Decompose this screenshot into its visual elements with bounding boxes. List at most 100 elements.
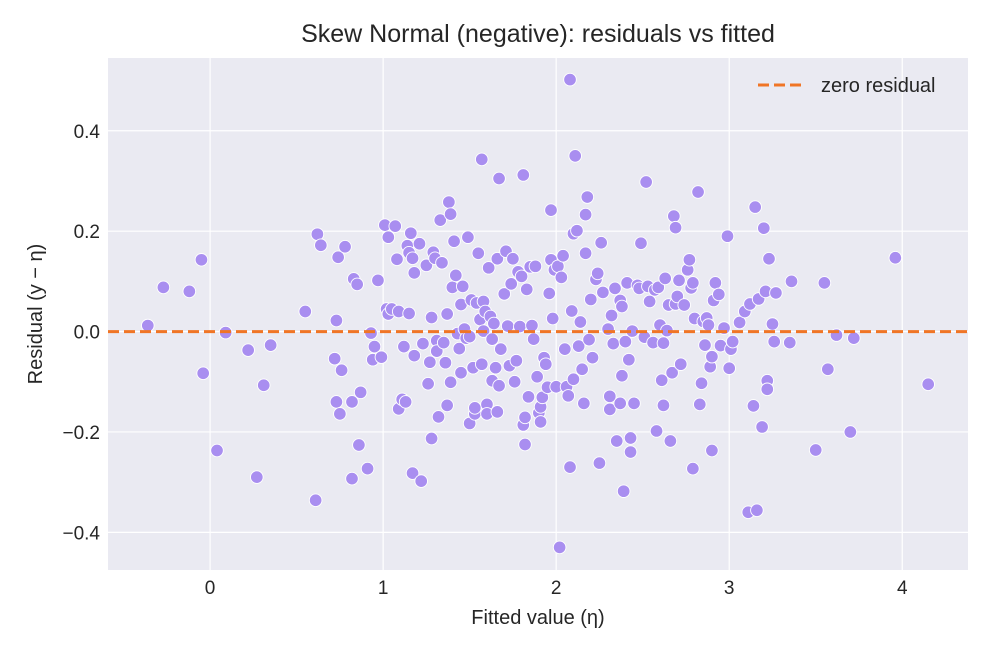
data-point — [364, 326, 378, 340]
data-point — [561, 389, 576, 403]
data-point — [440, 307, 454, 321]
data-point — [725, 334, 740, 349]
data-point — [668, 220, 683, 235]
data-point — [334, 363, 349, 377]
x-axis-label: Fitted value (η) — [471, 607, 604, 629]
data-point — [263, 338, 278, 352]
data-point — [748, 200, 762, 214]
data-point — [492, 171, 506, 186]
data-point — [374, 350, 389, 364]
data-point — [921, 377, 935, 392]
data-point — [571, 339, 586, 353]
data-point — [454, 365, 468, 380]
data-point — [345, 471, 359, 486]
data-point — [194, 253, 209, 267]
data-point — [757, 221, 771, 235]
data-point — [402, 306, 416, 321]
data-point — [405, 466, 420, 480]
data-point — [608, 281, 622, 296]
data-point — [762, 252, 776, 266]
data-point — [698, 338, 712, 352]
data-point — [573, 315, 588, 329]
data-point — [623, 445, 638, 459]
data-point — [475, 357, 489, 371]
data-point — [604, 308, 619, 323]
data-point — [455, 279, 470, 294]
data-point — [616, 484, 631, 498]
data-point — [509, 353, 524, 368]
data-point — [314, 238, 328, 252]
data-point — [755, 420, 769, 434]
data-point — [720, 229, 735, 243]
data-point — [156, 280, 171, 295]
data-point — [449, 268, 463, 283]
data-point — [520, 282, 534, 297]
data-point — [564, 304, 579, 318]
data-point — [241, 343, 255, 357]
data-point — [596, 285, 610, 300]
data-points — [141, 72, 935, 555]
data-point — [584, 292, 598, 307]
data-point — [298, 304, 313, 319]
data-point — [407, 266, 422, 280]
data-point — [783, 335, 797, 350]
grid-lines — [108, 58, 968, 570]
data-point — [442, 195, 456, 209]
data-point — [601, 322, 615, 336]
data-point — [333, 407, 347, 421]
data-point — [750, 503, 764, 518]
data-point — [424, 310, 439, 325]
data-point — [390, 252, 404, 267]
data-point — [558, 342, 572, 356]
y-axis-ticks: −0.4 −0.2 0.0 0.2 0.4 — [62, 122, 100, 545]
data-point — [566, 372, 581, 387]
data-point — [331, 250, 345, 265]
x-tick-label: 0 — [205, 578, 216, 599]
data-point — [443, 207, 458, 221]
data-point — [433, 213, 447, 227]
data-point — [350, 277, 364, 292]
data-point — [488, 360, 503, 375]
data-point — [746, 399, 761, 413]
data-point — [404, 226, 418, 240]
data-point — [308, 493, 323, 507]
data-point — [506, 252, 520, 266]
data-point — [765, 317, 780, 331]
data-point — [578, 246, 593, 261]
data-point — [461, 230, 475, 244]
data-point — [475, 152, 489, 167]
data-point — [570, 223, 584, 238]
data-point — [405, 251, 420, 266]
data-point — [407, 348, 422, 363]
data-point — [888, 251, 903, 265]
data-point — [507, 375, 522, 389]
data-point — [760, 382, 775, 397]
data-point — [487, 316, 501, 331]
data-point — [256, 378, 271, 393]
data-point — [327, 351, 342, 366]
data-point — [338, 239, 352, 254]
data-point — [672, 273, 686, 288]
data-point — [435, 256, 449, 270]
data-point — [528, 259, 543, 274]
data-point — [438, 355, 453, 370]
data-point — [367, 339, 382, 354]
data-point — [421, 377, 435, 391]
data-point — [542, 286, 556, 301]
data-point — [518, 437, 532, 452]
data-point — [618, 334, 633, 349]
data-point — [416, 336, 430, 351]
x-tick-label: 4 — [897, 578, 908, 599]
data-point — [585, 350, 600, 365]
data-point — [769, 286, 783, 300]
data-point — [691, 185, 705, 199]
data-point — [440, 398, 454, 413]
data-point — [654, 373, 669, 388]
data-point — [732, 315, 747, 330]
data-point — [381, 230, 396, 244]
data-point — [250, 470, 264, 484]
data-point — [658, 271, 672, 286]
data-point — [353, 385, 368, 400]
data-point — [656, 336, 671, 350]
